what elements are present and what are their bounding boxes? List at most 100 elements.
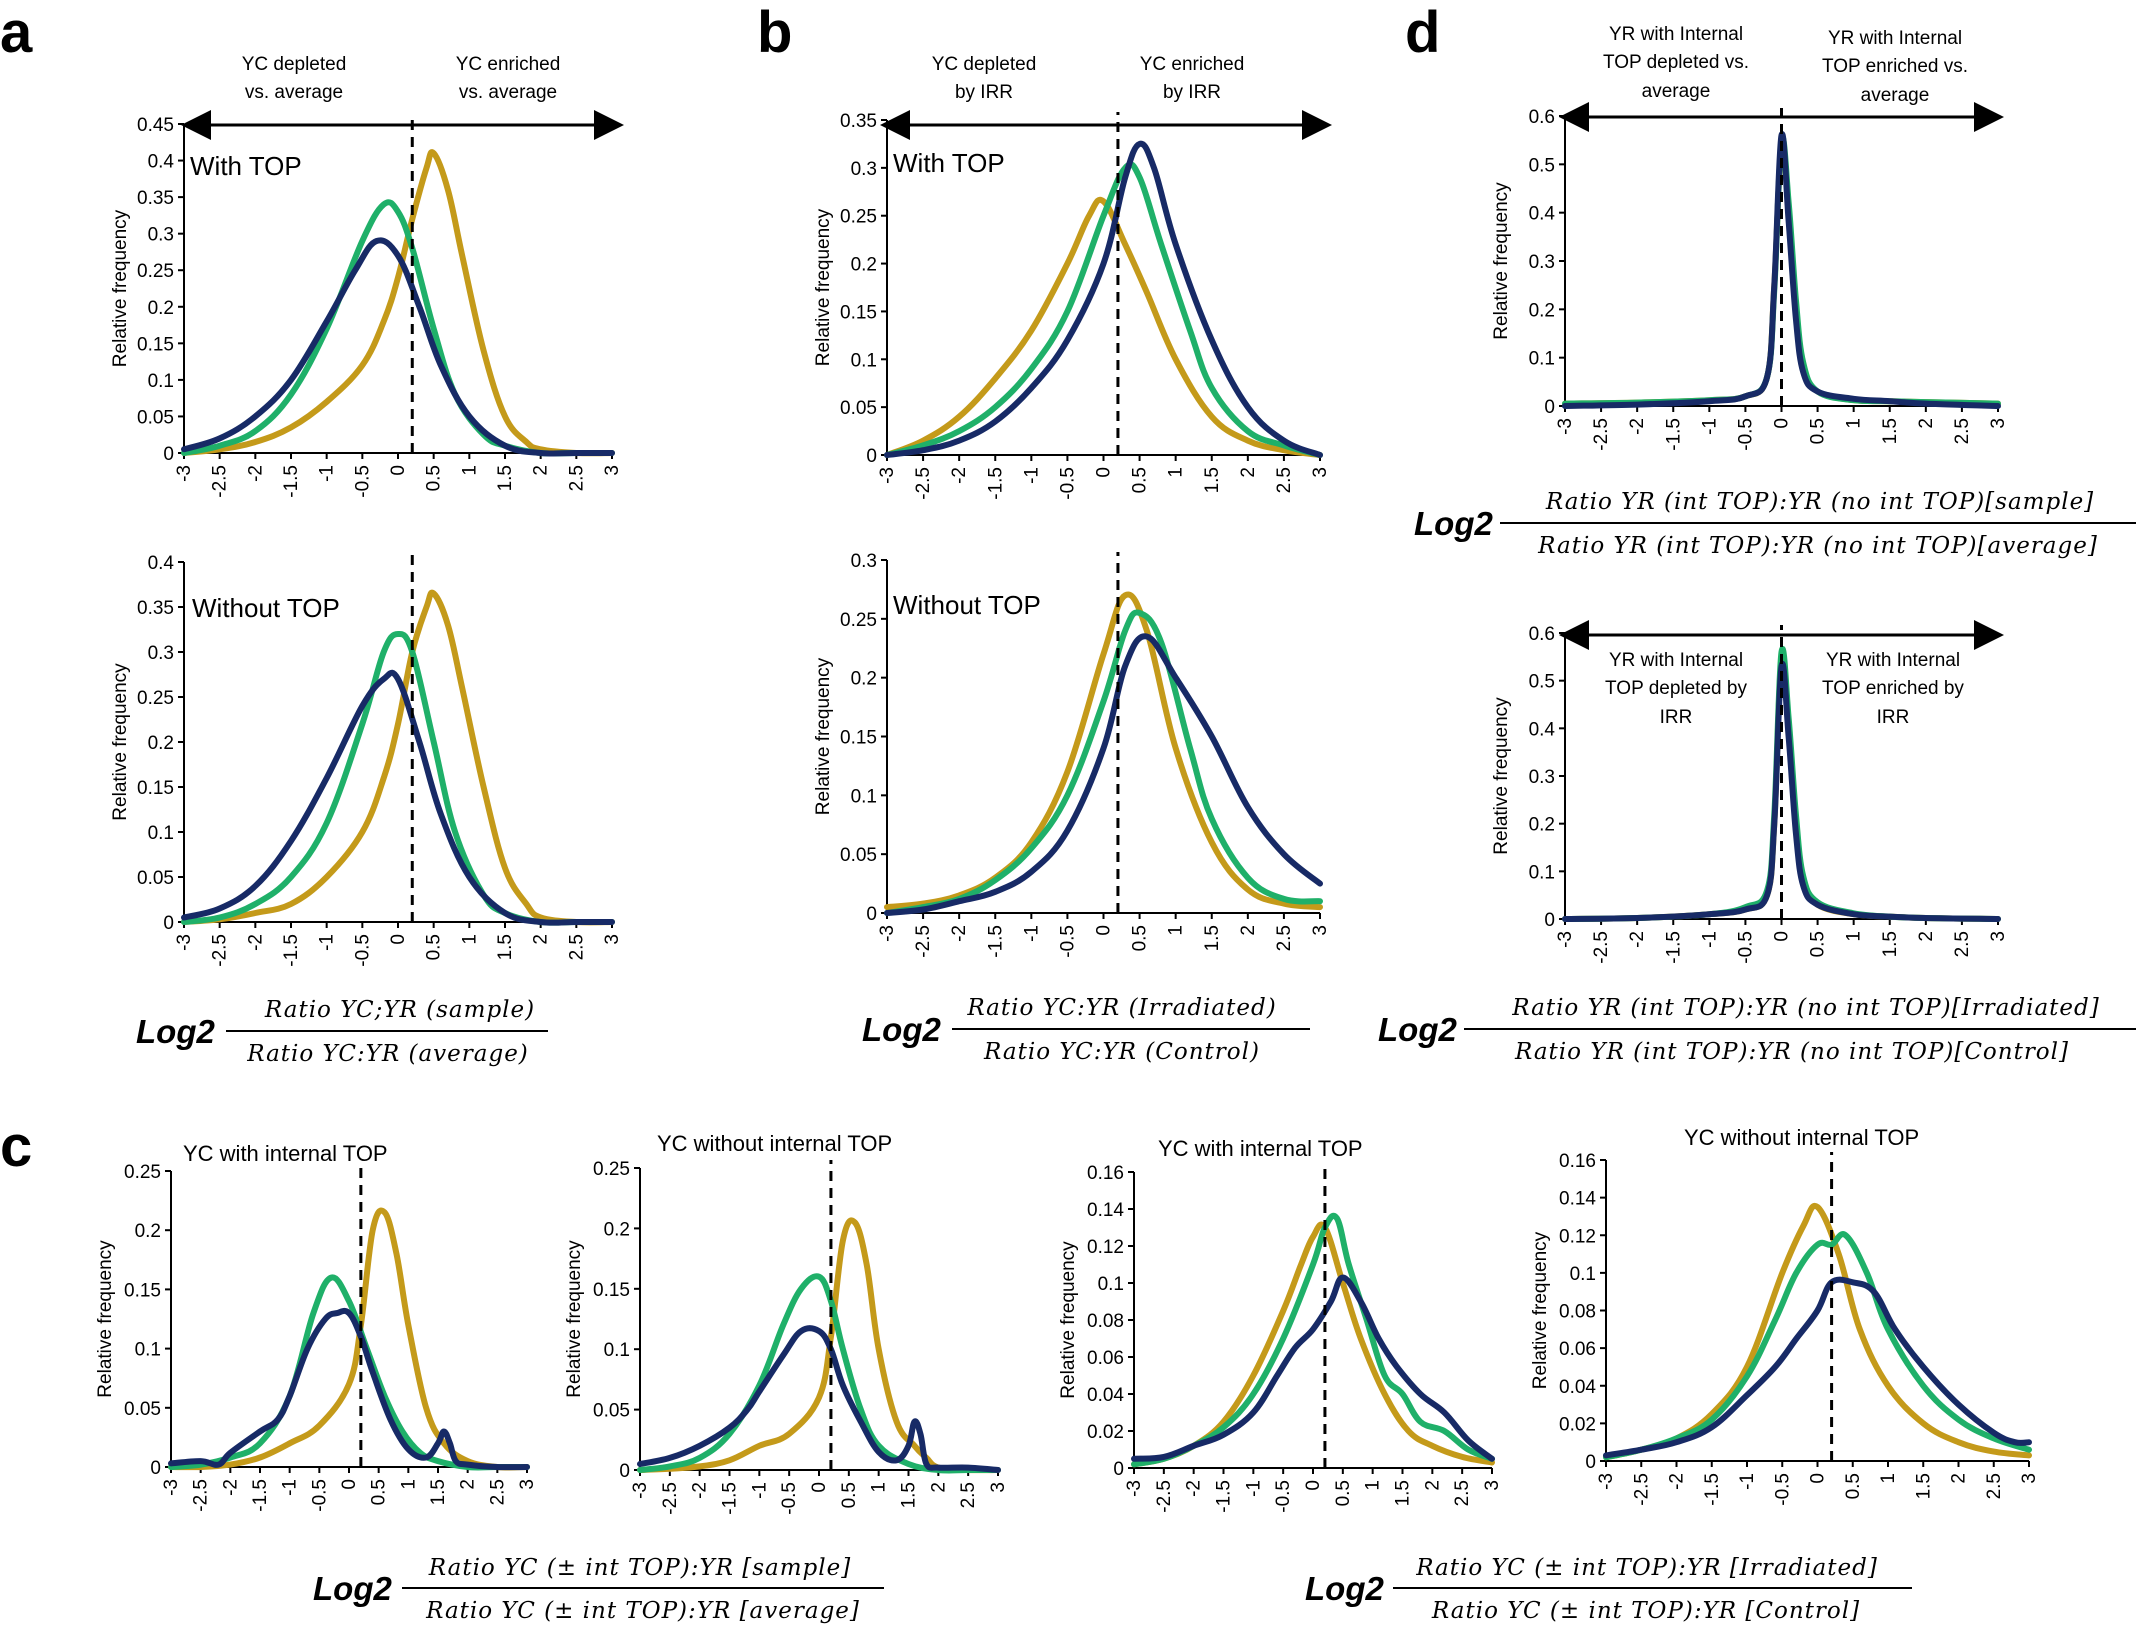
x-tick-label: 1 [398, 1479, 419, 1490]
series-line-navy [1562, 131, 2001, 409]
formula-b: Log2 Ratio YC:YR (Irradiated) Ratio YC:Y… [862, 995, 1310, 1065]
x-tick-label: -1.5 [1214, 1480, 1235, 1513]
y-tick-label: 0 [163, 444, 174, 465]
y-axis-label: Relative frequency [813, 208, 834, 366]
x-tick-label: 1.5 [899, 1482, 920, 1508]
x-tick-label: 1 [1166, 925, 1187, 936]
y-axis-label: Relative frequency [1491, 182, 1512, 340]
x-tick-label: 2.5 [1274, 467, 1295, 493]
series-line-navy [168, 1307, 530, 1471]
x-tick-label: -2.5 [913, 925, 934, 958]
y-tick-label: 0.15 [840, 302, 877, 323]
x-tick-label: 1.5 [428, 1479, 449, 1505]
chart-title: YC without internal TOP [657, 1131, 892, 1156]
x-tick-label: 2 [531, 934, 552, 945]
x-tick-label: 0.5 [424, 934, 445, 960]
y-tick-label: 0.3 [1529, 767, 1555, 788]
x-tick-label: 2 [1422, 1480, 1443, 1491]
x-tick-label: 2.5 [566, 465, 587, 491]
y-tick-label: 0.35 [137, 188, 174, 209]
x-tick-label: -3 [174, 934, 195, 951]
x-tick-label: -0.5 [352, 465, 373, 498]
x-tick-label: -0.5 [1057, 925, 1078, 958]
svg-text:Log2: Log2 [862, 1011, 941, 1048]
x-tick-label: 0.5 [1130, 467, 1151, 493]
series-line-green [168, 1274, 530, 1471]
x-tick-label: -2.5 [1631, 1473, 1652, 1506]
x-tick-label: -0.5 [1735, 418, 1756, 451]
x-tick-label: 2 [1238, 467, 1259, 478]
x-tick-label: 3 [1310, 925, 1331, 936]
chart-c-without-internal-top-sample: 0 0.05 0.1 0.15 0.2 0.25 -3 -2.5 -2 -1.5 -1 -0.5 0 0.… [564, 1131, 1009, 1515]
y-tick-label: 0.12 [1087, 1237, 1124, 1258]
x-tick-label: -3 [630, 1482, 651, 1499]
x-tick-label: 2.5 [566, 934, 587, 960]
y-tick-label: 0.25 [137, 261, 174, 282]
x-tick-label: 2.5 [958, 1482, 979, 1508]
x-tick-label: 0.5 [1808, 931, 1829, 957]
y-axis-label: Relative frequency [1491, 697, 1512, 855]
svg-text:Log2: Log2 [1305, 1570, 1384, 1607]
x-tick-label: -1.5 [1663, 931, 1684, 964]
chart-a-without-top: 0 0.05 0.1 0.15 0.2 0.25 0.3 0.35 0.4 -3 -2.5 -2 -1.… [110, 553, 623, 967]
x-tick-label: -1.5 [985, 925, 1006, 958]
x-tick-label: -0.5 [779, 1482, 800, 1515]
x-tick-label: 3 [1988, 418, 2009, 429]
series-line-gold [181, 149, 615, 457]
annotation-b-right: YC enriched by IRR [1140, 54, 1245, 103]
annotation-d2-left: YR with Internal TOP depleted by IRR [1605, 650, 1747, 728]
x-tick-label: -3 [161, 1479, 182, 1496]
formula-d2: Log2 Ratio YR (int TOP):YR (no int TOP)[… [1378, 995, 2136, 1065]
x-tick-label: 3 [602, 934, 623, 945]
y-tick-label: 0 [619, 1461, 630, 1482]
series-line-gold [884, 196, 1323, 458]
y-tick-label: 0 [1544, 910, 1555, 931]
y-tick-label: 0.16 [1087, 1163, 1124, 1184]
x-tick-label: 2 [531, 465, 552, 476]
x-tick-label: -2.5 [210, 934, 231, 967]
y-tick-label: 0.3 [851, 551, 877, 572]
series-line-navy [1603, 1276, 2032, 1459]
y-tick-label: 0.14 [1087, 1200, 1124, 1221]
annotation-a-left: YC depleted vs. average [242, 54, 347, 103]
x-tick-label: 2 [1949, 1473, 1970, 1484]
y-tick-label: 0.1 [1529, 349, 1555, 370]
x-tick-label: 0.5 [424, 465, 445, 491]
x-tick-label: 2 [1916, 931, 1937, 942]
x-tick-label: 3 [602, 465, 623, 476]
y-tick-label: 0.1 [1570, 1264, 1596, 1285]
series-line-navy [884, 633, 1323, 916]
series-line-green [884, 161, 1323, 458]
x-tick-label: 1.5 [1913, 1473, 1934, 1499]
svg-text:Ratio YR (int TOP):YR (no int: Ratio YR (int TOP):YR (no int TOP)[Contr… [1514, 1039, 2069, 1065]
x-tick-label: -2 [1627, 418, 1648, 435]
y-tick-label: 0.1 [135, 1340, 161, 1361]
panel-letter-d: d [1405, 0, 1440, 65]
x-tick-label: 1 [1878, 1473, 1899, 1484]
y-tick-label: 0.05 [137, 868, 174, 889]
x-tick-label: 2 [928, 1482, 949, 1493]
y-tick-label: 0.05 [840, 398, 877, 419]
y-tick-label: 0.2 [851, 255, 877, 276]
x-tick-label: -1 [1243, 1480, 1264, 1497]
y-tick-label: 0.6 [1529, 107, 1555, 128]
x-tick-label: 2.5 [1452, 1480, 1473, 1506]
series-line-green [1603, 1231, 2032, 1461]
chart-title: YC with internal TOP [183, 1141, 388, 1166]
x-tick-label: 1 [1844, 931, 1865, 942]
svg-text:Ratio YR (int TOP):YR (no int: Ratio YR (int TOP):YR (no int TOP)[sampl… [1545, 489, 2094, 515]
x-tick-label: -2 [690, 1482, 711, 1499]
y-tick-label: 0 [866, 904, 877, 925]
y-tick-label: 0.6 [1529, 624, 1555, 645]
y-tick-label: 0.3 [148, 643, 174, 664]
y-tick-label: 0.1 [1098, 1274, 1124, 1295]
x-tick-label: 0 [809, 1482, 830, 1493]
y-tick-label: 0.1 [1529, 862, 1555, 883]
y-axis-label: Relative frequency [95, 1240, 116, 1398]
chart-title: With TOP [893, 148, 1005, 178]
x-tick-label: -0.5 [1735, 931, 1756, 964]
svg-text:Log2: Log2 [1414, 505, 1493, 542]
x-tick-label: -2.5 [1154, 1480, 1175, 1513]
x-tick-label: 0 [339, 1479, 360, 1490]
